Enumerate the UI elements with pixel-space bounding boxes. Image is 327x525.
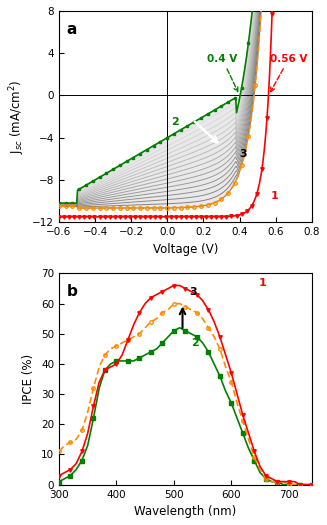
Text: 0.56 V: 0.56 V [270, 54, 308, 92]
Text: 0.4 V: 0.4 V [207, 54, 238, 91]
Text: b: b [67, 284, 77, 299]
Text: a: a [67, 22, 77, 37]
Text: 3: 3 [240, 149, 247, 159]
Y-axis label: IPCE (%): IPCE (%) [23, 354, 35, 404]
Text: 2: 2 [191, 338, 199, 348]
X-axis label: Voltage (V): Voltage (V) [153, 243, 218, 256]
Text: 3: 3 [189, 287, 197, 297]
X-axis label: Wavelength (nm): Wavelength (nm) [134, 505, 236, 518]
Text: 2: 2 [171, 117, 179, 127]
Text: 1: 1 [259, 278, 267, 288]
Y-axis label: J$_{sc}$ (mA/cm$^{2}$): J$_{sc}$ (mA/cm$^{2}$) [7, 79, 26, 154]
Text: 1: 1 [270, 191, 278, 201]
